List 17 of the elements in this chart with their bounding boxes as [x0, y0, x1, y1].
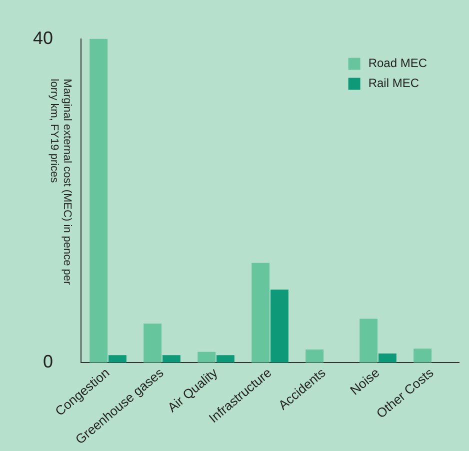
y-axis-title: Marginal external cost (MEC) in pence per lorry km, FY19 prices	[48, 78, 73, 286]
y-tick-label: 0	[43, 351, 54, 372]
bar	[378, 354, 396, 362]
legend-label: Road MEC	[368, 56, 428, 70]
bar	[252, 262, 270, 362]
bar	[90, 38, 108, 362]
legend-label: Rail MEC	[368, 76, 420, 90]
bar	[216, 355, 234, 362]
bar	[270, 290, 288, 362]
bar	[306, 349, 324, 362]
bar	[144, 324, 162, 362]
bar	[162, 355, 180, 362]
y-tick-label: 40	[32, 28, 54, 48]
bar	[198, 352, 216, 362]
bar	[108, 355, 126, 362]
bar	[360, 318, 378, 362]
bar	[414, 348, 432, 362]
